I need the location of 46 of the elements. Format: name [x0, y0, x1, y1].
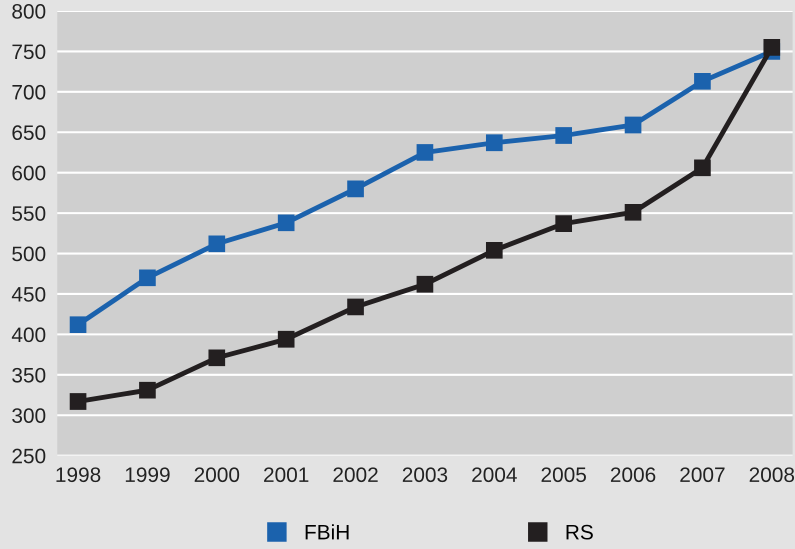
y-tick-label: 700: [12, 84, 46, 100]
x-tick-label: 2008: [750, 467, 794, 482]
point: [555, 215, 572, 232]
x-tick-label: 2002: [333, 467, 378, 482]
point: [139, 382, 156, 399]
y-tick-label: 300: [12, 408, 46, 423]
y-tick-label: 400: [12, 327, 46, 342]
y-tick-label: 450: [12, 286, 46, 302]
x-tick-label: 2005: [542, 467, 586, 482]
y-tick-label: 350: [12, 368, 46, 383]
y-tick-label: 250: [12, 448, 46, 464]
point: [278, 214, 295, 232]
point: [139, 269, 156, 286]
point: [694, 72, 711, 90]
y-tick-label: 750: [12, 44, 46, 60]
x-tick-label: 2003: [402, 467, 448, 482]
point: [416, 276, 434, 293]
x-tick-label: 2001: [264, 467, 308, 482]
x-tick-label: 2006: [610, 467, 656, 482]
legend-label: FBiH: [306, 524, 349, 540]
point: [624, 116, 642, 134]
x-tick-label: 2007: [680, 467, 725, 482]
legend-label: RS: [566, 524, 593, 540]
point: [347, 180, 364, 198]
point: [624, 204, 642, 221]
point: [70, 316, 86, 334]
x-tick-label: 1998: [56, 467, 100, 482]
y-tick-label: 800: [12, 4, 46, 19]
point: [763, 39, 780, 56]
point: [208, 236, 226, 252]
point: [694, 160, 711, 176]
point: [70, 393, 86, 410]
x-tick-label: 1999: [126, 467, 170, 482]
y-tick-label: 500: [12, 246, 46, 262]
y-tick-label: 550: [12, 206, 46, 221]
point: [278, 330, 295, 348]
y-tick-label: 600: [12, 166, 46, 180]
x-tick-label: 2004: [472, 467, 517, 482]
point: [486, 242, 503, 259]
point: [486, 134, 503, 152]
point: [347, 298, 364, 316]
point: [208, 350, 226, 366]
point: [555, 127, 572, 144]
point: [416, 144, 434, 161]
x-tick-label: 2000: [194, 467, 240, 482]
y-tick-label: 650: [12, 125, 46, 140]
